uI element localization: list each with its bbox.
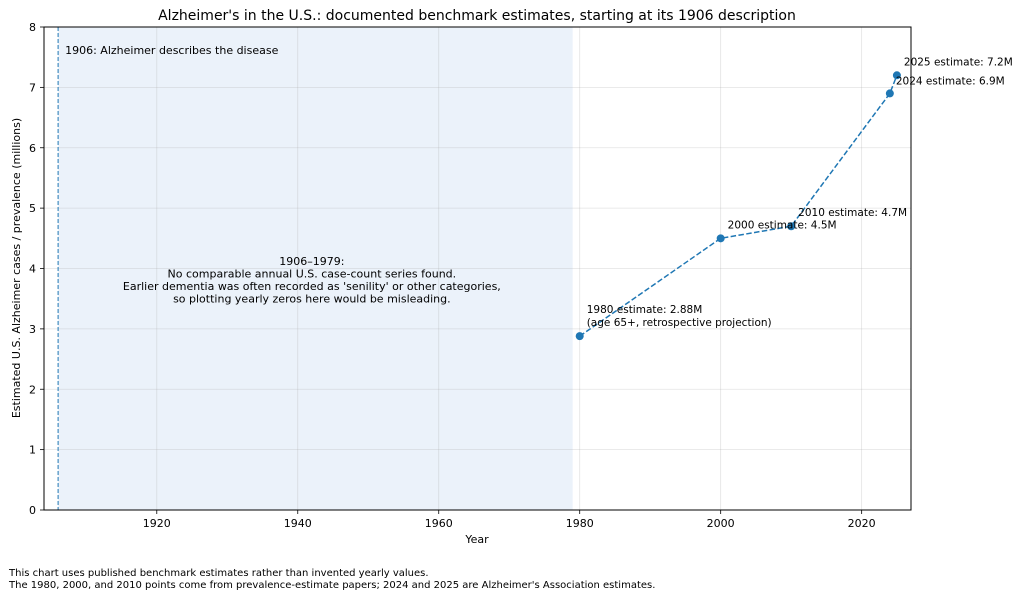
region-annotation-line: 1906–1979: <box>279 255 344 268</box>
y-tick-label: 6 <box>29 142 36 155</box>
point-label: 2000 estimate: 4.5M <box>728 219 837 231</box>
x-tick-label: 1920 <box>143 517 171 530</box>
x-tick-label: 1940 <box>284 517 312 530</box>
y-axis-label: Estimated U.S. Alzheimer cases / prevale… <box>10 118 23 418</box>
region-annotation-line: No comparable annual U.S. case-count ser… <box>168 268 457 281</box>
chart-title: Alzheimer's in the U.S.: documented benc… <box>158 8 796 24</box>
shaded-region-1906-1979 <box>58 27 573 510</box>
point-label: 2024 estimate: 6.9M <box>896 75 1005 87</box>
plot-background <box>58 27 573 510</box>
x-tick-label: 1980 <box>566 517 594 530</box>
data-point <box>787 222 796 231</box>
x-tick-label: 2020 <box>848 517 876 530</box>
y-tick-label: 4 <box>29 263 36 276</box>
y-tick-label: 1 <box>29 444 36 457</box>
y-tick-label: 7 <box>29 81 36 94</box>
data-point <box>716 234 725 243</box>
x-tick-label: 2000 <box>707 517 735 530</box>
data-point <box>892 71 901 80</box>
data-point <box>885 89 894 98</box>
x-tick-label: 1960 <box>425 517 453 530</box>
x-axis-label: Year <box>464 533 489 546</box>
point-label: 1980 estimate: 2.88M <box>587 304 703 316</box>
annotations: 1906: Alzheimer describes the disease 190… <box>57 27 1013 510</box>
point-label: 2025 estimate: 7.2M <box>904 56 1013 68</box>
y-tick-label: 8 <box>29 21 36 34</box>
data-point <box>575 332 584 341</box>
footnote-line-2: The 1980, 2000, and 2010 points come fro… <box>9 580 656 591</box>
y-tick-label: 5 <box>29 202 36 215</box>
footnote-line-1: This chart uses published benchmark esti… <box>9 568 429 579</box>
region-annotation-line: Earlier dementia was often recorded as '… <box>123 280 501 293</box>
point-label: 2010 estimate: 4.7M <box>798 207 907 219</box>
point-label: (age 65+, retrospective projection) <box>587 317 772 329</box>
y-tick-label: 3 <box>29 323 36 336</box>
series-line <box>579 75 898 337</box>
y-tick-label: 0 <box>29 504 36 517</box>
region-annotation-line: so plotting yearly zeros here would be m… <box>173 293 451 306</box>
axes: 1920 1940 1960 1980 2000 2020 0 1 2 3 4 5 6 7 8 <box>29 21 912 530</box>
series <box>575 71 901 341</box>
vertical-line-label: 1906: Alzheimer describes the disease <box>65 44 278 57</box>
y-tick-label: 2 <box>29 383 36 396</box>
